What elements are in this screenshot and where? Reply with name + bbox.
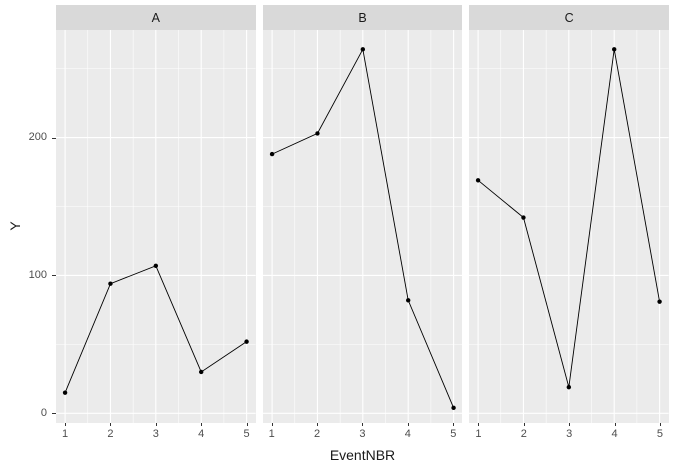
y-axis-title: Y [7,221,23,231]
facet-C: C 1 2 3 4 5 [469,5,669,445]
x-tick-mark [362,423,364,426]
x-axis-title: EventNBR [329,447,396,463]
x-tick-mark [246,423,248,426]
data-point [62,390,68,395]
x-tick-mark [271,423,273,426]
data-point [657,299,663,304]
x-tick-label: 2 [520,428,527,440]
x-tick-label: 4 [611,428,618,440]
x-tick-label: 2 [107,428,114,440]
x-tick-mark [155,423,157,426]
x-tick-mark [110,423,112,426]
data-point [199,369,204,375]
y-tick-label: 200 [28,131,47,144]
plot-area: A 1 2 3 4 5 B 1 2 3 4 5 C 1 2 3 4 5 [56,5,669,445]
data-point [612,47,617,52]
data-point [521,215,526,220]
data-point [108,281,113,286]
x-tick-mark [478,423,480,426]
x-tick-label: 1 [268,428,275,440]
x-tick-label: 1 [475,428,482,440]
x-tick-label: 2 [314,428,321,440]
y-tick-mark [52,413,56,415]
x-tick-label: 5 [656,428,663,440]
data-point [566,384,572,390]
x-tick-mark [614,423,616,426]
x-axis: 1 2 3 4 5 [56,423,256,445]
y-tick-mark [52,275,56,277]
data-point [314,131,320,136]
x-tick-mark [523,423,525,426]
facet-strip: B [262,5,463,30]
x-tick-label: 1 [62,428,69,440]
x-tick-label: 5 [450,428,457,440]
y-tick-label: 100 [28,268,47,281]
data-point [153,263,159,268]
x-tick-label: 5 [243,428,250,440]
data-point [269,151,274,157]
data-point [405,298,411,303]
y-tick-mark [52,137,56,139]
facet-strip: A [56,5,256,30]
x-tick-mark [453,423,455,426]
x-tick-mark [659,423,661,426]
panel-canvas [469,30,669,423]
x-tick-mark [201,423,203,426]
x-tick-label: 3 [359,428,366,440]
facet-panel [262,30,463,423]
facet-B: B 1 2 3 4 5 [262,5,463,445]
x-tick-label: 3 [566,428,573,440]
facet-strip: C [469,5,669,30]
facet-A: A 1 2 3 4 5 [56,5,256,445]
x-tick-mark [407,423,409,426]
facet-panel [469,30,669,423]
x-tick-mark [569,423,571,426]
data-point [244,339,249,344]
facet-panel [56,30,256,423]
panel-canvas [56,30,256,423]
x-tick-mark [317,423,319,426]
x-axis: 1 2 3 4 5 [469,423,669,445]
x-tick-mark [65,423,67,426]
data-point [451,405,456,411]
y-tick-label: 0 [40,406,47,419]
data-point [360,47,365,52]
x-tick-label: 4 [198,428,205,440]
panel-canvas [262,30,463,423]
data-point [476,178,481,183]
x-tick-label: 3 [152,428,159,440]
x-tick-label: 4 [404,428,411,440]
x-axis: 1 2 3 4 5 [263,423,463,445]
